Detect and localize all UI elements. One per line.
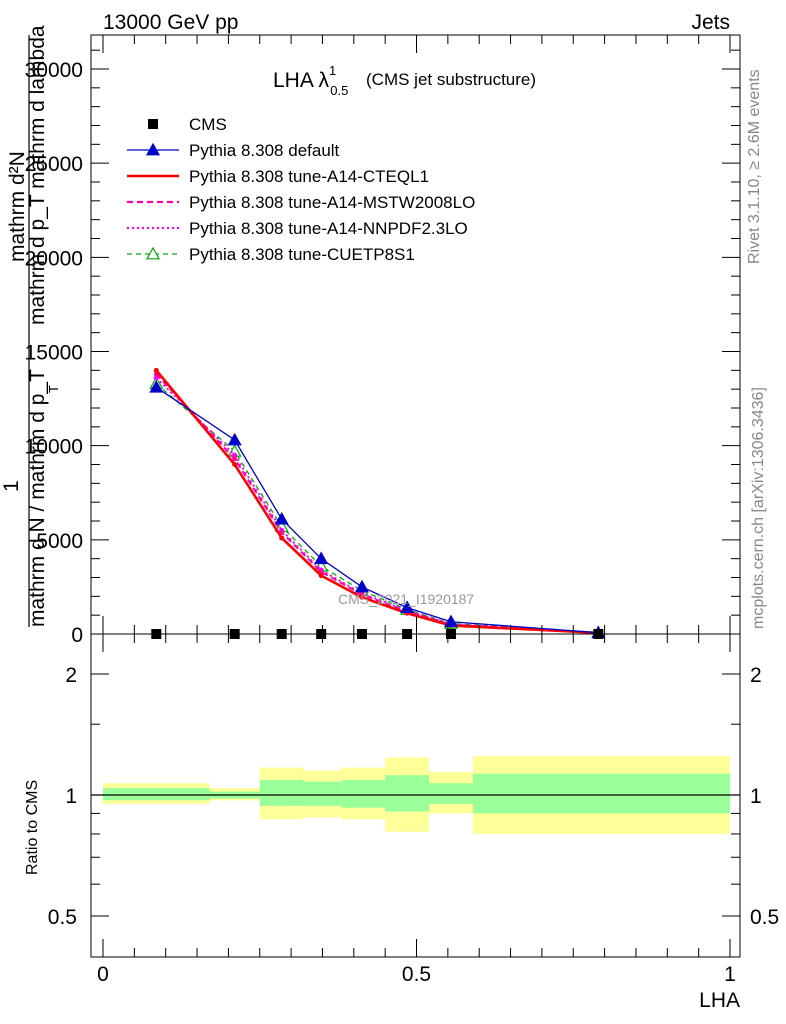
series-point [279,529,285,535]
y-label-numerator-2: mathrm d p_T mathrm d lambda [26,25,49,325]
main-x-ticks [102,35,731,634]
legend-swatch-marker [148,119,158,129]
legend-swatch-marker [145,142,161,156]
ratio-panel: 0.5 0.51 12 2 0 0.5 1 Ratio to CMS LHA [24,633,779,1012]
x-axis-label: LHA [699,989,740,1012]
y-label-denominator: mathrm d N / mathrm d p_T [26,369,49,627]
ratio-bands [103,756,730,834]
legend-label: Pythia 8.308 default [189,141,340,160]
series-line [155,369,599,635]
ratio-tick-label-right: 2 [750,664,762,687]
series-point [400,600,415,614]
x-tick-label: 1 [724,963,736,986]
y-label-subscript: T [46,385,61,393]
y-tick-label: 10000 [25,436,83,459]
header-category: Jets [691,11,730,34]
legend-label: Pythia 8.308 tune-CUETP8S1 [189,245,415,264]
legend-entry: CMS [148,115,227,134]
legend: CMS Pythia 8.308 default Pythia 8.308 tune… [127,115,475,264]
ratio-tick-label-left: 0.5 [48,906,77,929]
y-tick-label: 20000 [25,247,83,270]
legend-entry: Pythia 8.308 tune-A14-MSTW2008LO [127,193,475,212]
main-panel: 0 5000 10000 15000 20000 25000 30000 LHA λ1 0.5… [0,25,741,647]
main-y-ticks: 0 5000 10000 15000 20000 25000 30000 [25,49,740,647]
series-point [314,551,329,565]
ratio-band-inner [385,775,430,812]
y-tick-label: 15000 [25,342,83,365]
legend-entry: Pythia 8.308 default [127,141,340,160]
plot-title: LHA λ1 0.5 [273,63,348,98]
y-tick-label: 25000 [25,153,83,176]
ratio-band-inner [472,773,730,814]
series-point [274,511,289,525]
ratio-band-inner [341,779,386,808]
plot-subtitle: (CMS jet substructure) [366,70,536,89]
series-point [232,462,238,467]
ratio-band-inner [103,788,210,801]
series-point [153,367,159,373]
mcplots-label: mcplots.cern.ch [arXiv:1306.3436] [750,387,767,629]
series-point [279,535,285,541]
header-process: 13000 GeV pp [103,11,238,34]
series-point [354,579,369,593]
y-tick-label: 0 [71,624,83,647]
ratio-x-ticks: 0 0.5 1 [97,634,736,986]
series-point [232,456,238,462]
x-tick-label: 0.5 [402,963,431,986]
series-line [155,386,599,634]
ratio-y-label: Ratio to CMS [24,780,41,875]
legend-entry: Pythia 8.308 tune-A14-CTEQL1 [127,167,429,186]
main-data-layer [149,367,606,639]
series-point [443,614,459,628]
series-point [359,594,365,600]
y-tick-label: 30000 [25,59,83,82]
ratio-tick-label-left: 2 [65,664,77,687]
legend-label: Pythia 8.308 tune-A14-NNPDF2.3LO [189,219,468,238]
ratio-tick-label-left: 1 [65,785,77,808]
y-tick-label: 5000 [36,530,83,553]
ratio-band-inner [429,783,473,804]
ratio-tick-label-right: 0.5 [750,906,779,929]
legend-swatch-marker [145,246,161,260]
legend-entry: Pythia 8.308 tune-A14-NNPDF2.3LO [127,219,468,238]
y-axis-label: mathrm d²N mathrm d p_T mathrm d lambda … [0,25,61,627]
series-line [155,383,599,634]
series-point [149,380,164,393]
series-point [227,432,242,446]
series-point [318,573,324,579]
y-label-one: 1 [0,480,23,492]
ratio-band-inner [259,779,304,806]
legend-entry: Pythia 8.308 tune-CUETP8S1 [127,245,415,264]
ratio-band-inner [303,781,342,806]
x-tick-label: 0 [97,963,109,986]
legend-label: Pythia 8.308 tune-A14-MSTW2008LO [189,193,475,212]
ratio-y-ticks: 0.5 0.5 1 1 2 2 [48,664,779,929]
analysis-watermark: CMS_2021_I1920187 [338,591,474,607]
y-label-numerator: mathrm d²N [6,151,29,262]
ratio-tick-label-right: 1 [750,785,762,808]
legend-label: CMS [189,115,227,134]
legend-label: Pythia 8.308 tune-A14-CTEQL1 [189,167,429,186]
rivet-label: Rivet 3.1.10, ≥ 2.6M events [746,69,763,264]
